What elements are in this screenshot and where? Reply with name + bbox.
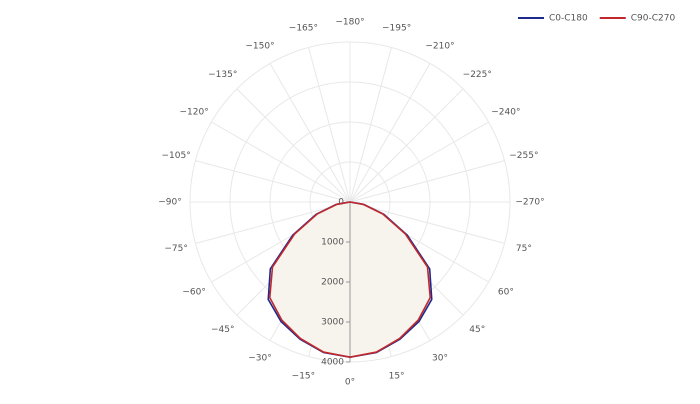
spoke [349,47,392,203]
theta-tick-label: −105° [162,151,191,161]
theta-tick-label: −60° [182,288,206,298]
theta-tick-label: 15° [389,371,405,381]
theta-tick-label: −15° [292,371,316,381]
spoke [308,47,351,203]
spoke [349,160,505,203]
spoke [349,88,464,203]
theta-tick-label: −165° [289,24,318,34]
radial-tick-label: 1000 [321,238,344,248]
theta-tick-label: −75° [164,244,188,254]
theta-tick-label: 0° [345,378,355,388]
theta-tick-label: −210° [425,42,454,52]
spoke [269,63,351,203]
theta-tick-label: −225° [463,70,492,80]
theta-tick-label: 30° [432,353,448,363]
radial-tick-label: 3000 [321,318,344,328]
spoke [211,121,351,203]
spoke [349,201,505,244]
theta-tick-label: −30° [248,353,272,363]
theta-tick-label: −270° [515,198,544,208]
spoke [195,201,351,244]
theta-tick-label: −180° [335,18,364,28]
theta-tick-label: −120° [179,108,208,118]
theta-tick-label: −255° [509,151,538,161]
theta-tick-label: −90° [158,198,182,208]
radial-tick-label: 2000 [321,278,344,288]
series-line [268,201,432,359]
spoke [195,160,351,203]
spoke [236,88,351,203]
theta-tick-label: −135° [208,70,237,80]
radial-tick-label: 4000 [321,358,344,368]
legend-label: C90-C270 [631,14,676,24]
theta-tick-label: 60° [498,288,514,298]
theta-tick-label: −150° [245,42,274,52]
spoke [349,121,489,203]
theta-tick-label: −240° [491,108,520,118]
legend-label: C0-C180 [549,14,588,24]
theta-tick-label: 75° [516,244,532,254]
theta-tick-label: −195° [382,24,411,34]
spoke [349,63,431,203]
radial-tick-label: 0 [338,198,344,208]
theta-tick-label: 45° [469,325,485,335]
theta-tick-label: −45° [211,325,235,335]
